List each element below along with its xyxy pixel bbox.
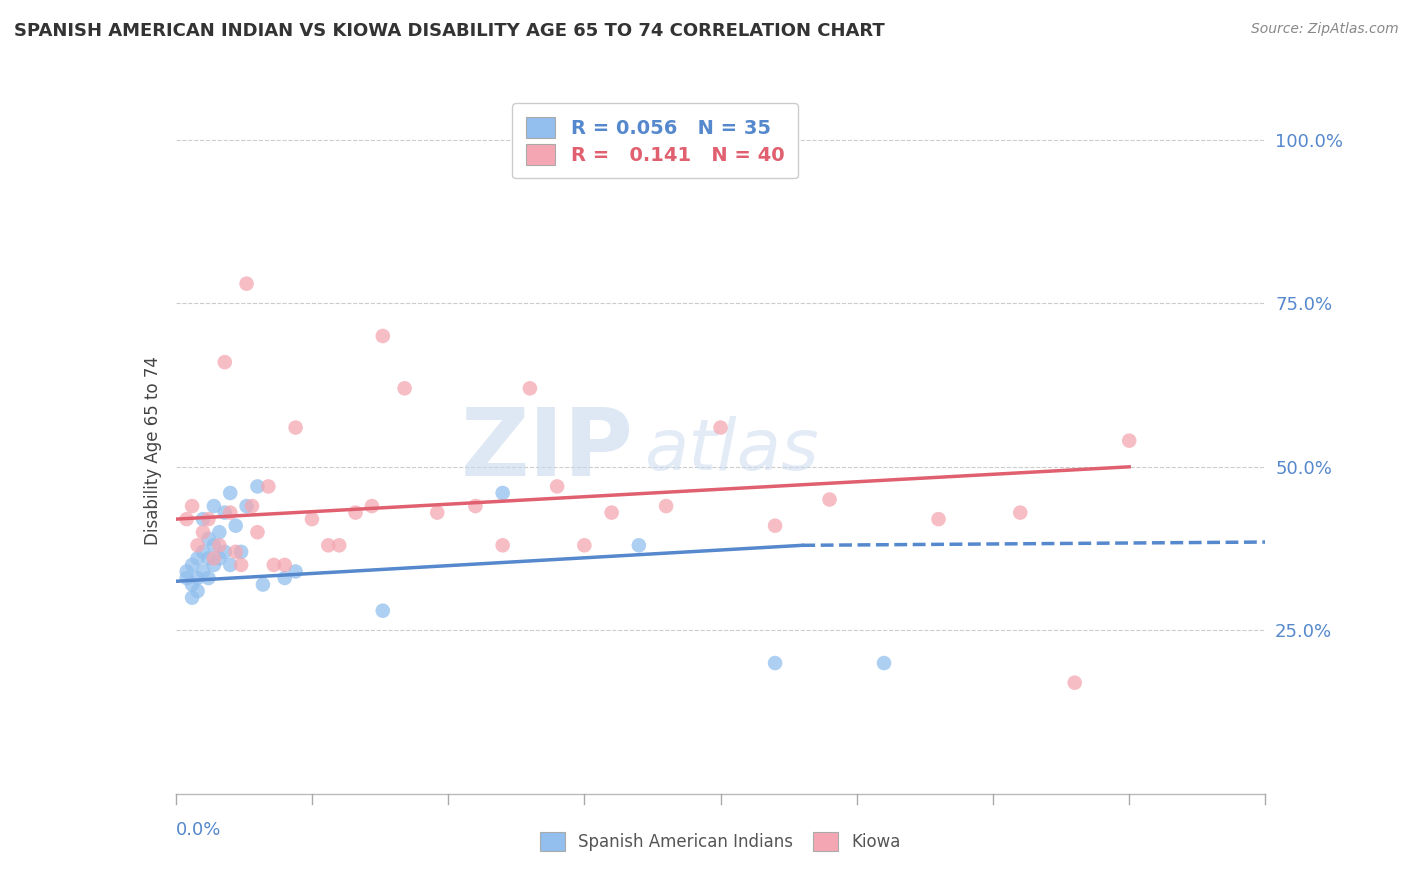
Point [763, 656, 786, 670]
Point [274, 558, 297, 572]
Point [394, 381, 416, 395]
Point [197, 571, 219, 585]
Point [818, 492, 841, 507]
Point [197, 512, 219, 526]
Point [202, 538, 225, 552]
Point [318, 538, 340, 552]
Point [214, 355, 236, 369]
Point [176, 571, 198, 585]
Point [1118, 434, 1140, 448]
Text: ZIP: ZIP [461, 404, 633, 497]
Point [1063, 675, 1085, 690]
Point [208, 538, 231, 552]
Point [928, 512, 950, 526]
Point [202, 558, 225, 572]
Point [235, 277, 257, 291]
Point [197, 551, 219, 566]
Point [763, 518, 786, 533]
Y-axis label: Disability Age 65 to 74: Disability Age 65 to 74 [143, 356, 162, 545]
Point [225, 545, 247, 559]
Point [246, 479, 269, 493]
Point [186, 571, 209, 585]
Point [252, 577, 274, 591]
Text: SPANISH AMERICAN INDIAN VS KIOWA DISABILITY AGE 65 TO 74 CORRELATION CHART: SPANISH AMERICAN INDIAN VS KIOWA DISABIL… [14, 22, 884, 40]
Point [202, 499, 225, 513]
Point [176, 565, 198, 579]
Point [191, 525, 214, 540]
Point [574, 538, 596, 552]
Point [655, 499, 678, 513]
Point [492, 538, 515, 552]
Point [176, 512, 198, 526]
Text: Source: ZipAtlas.com: Source: ZipAtlas.com [1251, 22, 1399, 37]
Point [301, 512, 323, 526]
Point [873, 656, 896, 670]
Point [263, 558, 285, 572]
Point [492, 486, 515, 500]
Point [219, 486, 242, 500]
Point [181, 499, 204, 513]
Point [519, 381, 541, 395]
Point [371, 329, 394, 343]
Point [231, 558, 253, 572]
Text: 0.0%: 0.0% [176, 822, 221, 839]
Point [257, 479, 280, 493]
Point [181, 558, 204, 572]
Point [328, 538, 350, 552]
Point [627, 538, 650, 552]
Point [202, 551, 225, 566]
Point [426, 506, 449, 520]
Point [186, 538, 209, 552]
Point [219, 558, 242, 572]
Point [225, 518, 247, 533]
Point [284, 565, 307, 579]
Text: atlas: atlas [644, 416, 818, 485]
Point [231, 545, 253, 559]
Point [284, 420, 307, 434]
Point [710, 420, 733, 434]
Point [181, 591, 204, 605]
Point [371, 604, 394, 618]
Point [191, 512, 214, 526]
Point [360, 499, 382, 513]
Point [208, 551, 231, 566]
Point [208, 525, 231, 540]
Point [600, 506, 623, 520]
Point [219, 506, 242, 520]
Point [240, 499, 263, 513]
Point [344, 506, 367, 520]
Point [197, 532, 219, 546]
Point [191, 565, 214, 579]
Point [181, 577, 204, 591]
Point [186, 551, 209, 566]
Point [274, 571, 297, 585]
Point [214, 506, 236, 520]
Legend: Spanish American Indians, Kiowa: Spanish American Indians, Kiowa [530, 822, 911, 861]
Point [214, 545, 236, 559]
Point [191, 545, 214, 559]
Point [464, 499, 486, 513]
Point [246, 525, 269, 540]
Point [235, 499, 257, 513]
Point [1010, 506, 1032, 520]
Point [186, 584, 209, 599]
Point [546, 479, 568, 493]
